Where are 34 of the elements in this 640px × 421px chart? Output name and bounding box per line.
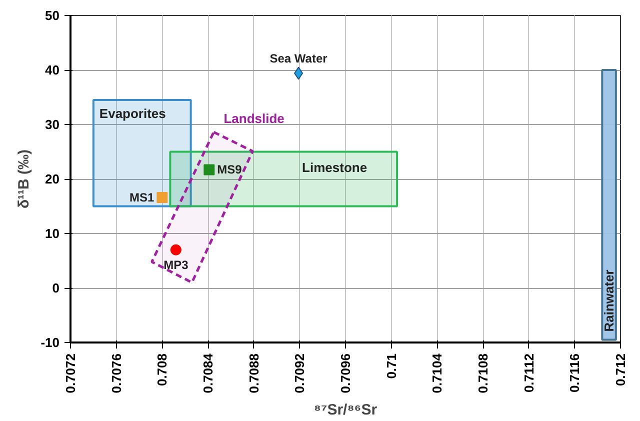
x-tick-label: 0.708 xyxy=(154,353,170,386)
x-tick-label: 0.71 xyxy=(384,353,399,379)
y-tick-label: 10 xyxy=(45,226,60,241)
x-tick-label: 0.7072 xyxy=(63,353,78,394)
y-tick-label: 0 xyxy=(52,280,60,296)
series-label: MS9 xyxy=(217,162,242,177)
y-axis-title: δ¹¹B (‰) xyxy=(16,149,33,209)
y-tick-label: 40 xyxy=(45,62,60,78)
y-tick-label: 30 xyxy=(45,117,60,132)
series-label: Landslide xyxy=(224,111,284,126)
x-tick-label: 0.7096 xyxy=(338,353,353,394)
x-tick-label: 0.7116 xyxy=(567,354,582,393)
x-tick-label: 0.7108 xyxy=(476,353,490,394)
x-tick-label: 0.712 xyxy=(613,353,628,386)
x-tick-label: 0.7104 xyxy=(430,352,445,394)
x-tick-label: 0.7088 xyxy=(246,353,262,394)
point xyxy=(204,164,215,176)
y-tick-label: -10 xyxy=(40,335,60,350)
series-label: Sea Water xyxy=(270,51,328,66)
x-tick-label: 0.7076 xyxy=(108,353,124,394)
point xyxy=(294,66,304,80)
series-label: MP3 xyxy=(164,258,189,272)
series-label: Rainwater xyxy=(602,270,617,332)
point xyxy=(170,244,182,256)
point xyxy=(156,192,168,204)
x-tick-label: 0.7112 xyxy=(521,354,536,393)
x-tick-label: 0.7084 xyxy=(200,352,216,394)
series-label: Limestone xyxy=(302,160,368,175)
x-tick-label: 0.7092 xyxy=(292,353,308,394)
series-label: Evaporites xyxy=(99,106,166,121)
y-tick-label: 20 xyxy=(45,172,60,186)
x-axis-title: ⁸⁷Sr/⁸⁶Sr xyxy=(314,401,378,418)
series-label: MS1 xyxy=(129,190,154,205)
y-tick-label: 50 xyxy=(45,8,60,23)
